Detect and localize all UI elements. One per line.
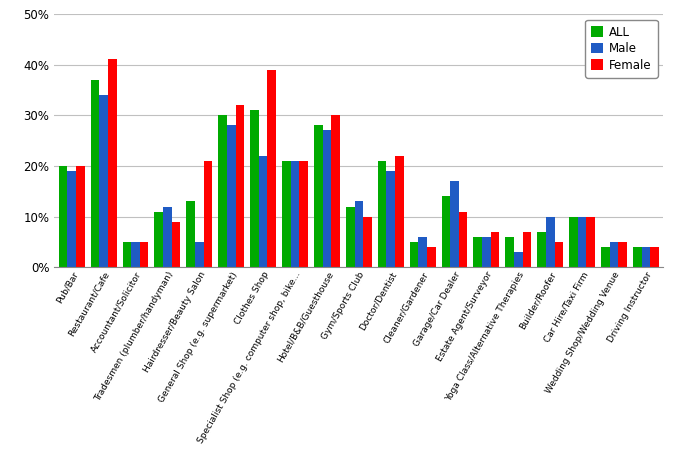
- Bar: [108, 59, 116, 267]
- Bar: [154, 212, 163, 267]
- Bar: [186, 201, 195, 267]
- Bar: [410, 242, 418, 267]
- Bar: [459, 212, 467, 267]
- Bar: [387, 171, 395, 267]
- Bar: [355, 201, 363, 267]
- Bar: [554, 242, 563, 267]
- Bar: [314, 125, 323, 267]
- Bar: [227, 125, 236, 267]
- Bar: [363, 217, 372, 267]
- Bar: [427, 247, 435, 267]
- Bar: [618, 242, 627, 267]
- Bar: [290, 161, 299, 267]
- Bar: [482, 237, 491, 267]
- Bar: [346, 207, 355, 267]
- Bar: [378, 161, 387, 267]
- Bar: [650, 247, 659, 267]
- Bar: [441, 196, 450, 267]
- Bar: [259, 156, 267, 267]
- Bar: [163, 207, 172, 267]
- Bar: [140, 242, 148, 267]
- Bar: [100, 95, 108, 267]
- Legend: ALL, Male, Female: ALL, Male, Female: [586, 20, 657, 77]
- Bar: [299, 161, 308, 267]
- Bar: [76, 166, 85, 267]
- Bar: [250, 110, 259, 267]
- Bar: [267, 70, 276, 267]
- Bar: [569, 217, 577, 267]
- Bar: [633, 247, 642, 267]
- Bar: [450, 181, 459, 267]
- Bar: [131, 242, 140, 267]
- Bar: [473, 237, 482, 267]
- Bar: [204, 161, 212, 267]
- Bar: [546, 217, 554, 267]
- Bar: [282, 161, 290, 267]
- Bar: [642, 247, 650, 267]
- Bar: [418, 237, 427, 267]
- Bar: [323, 130, 331, 267]
- Bar: [195, 242, 204, 267]
- Bar: [601, 247, 610, 267]
- Bar: [491, 232, 500, 267]
- Bar: [506, 237, 514, 267]
- Bar: [68, 171, 76, 267]
- Bar: [395, 156, 403, 267]
- Bar: [331, 115, 340, 267]
- Bar: [538, 232, 546, 267]
- Bar: [514, 252, 523, 267]
- Bar: [610, 242, 618, 267]
- Bar: [123, 242, 131, 267]
- Bar: [236, 105, 244, 267]
- Bar: [59, 166, 68, 267]
- Bar: [172, 222, 180, 267]
- Bar: [577, 217, 586, 267]
- Bar: [91, 80, 100, 267]
- Bar: [218, 115, 227, 267]
- Bar: [523, 232, 531, 267]
- Bar: [586, 217, 595, 267]
